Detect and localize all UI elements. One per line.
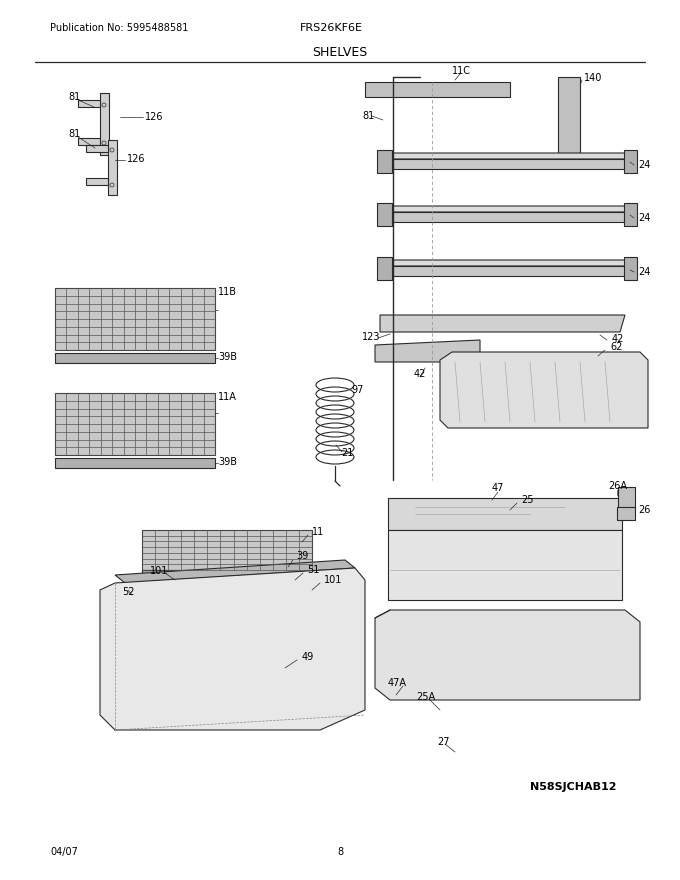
Polygon shape [377, 150, 392, 173]
Polygon shape [78, 100, 100, 107]
Text: 81: 81 [68, 129, 80, 139]
Text: 11B: 11B [218, 287, 237, 297]
Polygon shape [375, 610, 640, 700]
Text: 62: 62 [610, 342, 622, 352]
Text: 47: 47 [492, 483, 505, 493]
Polygon shape [388, 530, 622, 600]
Text: FRS26KF6E: FRS26KF6E [300, 23, 363, 33]
Polygon shape [375, 340, 480, 362]
Text: 123: 123 [362, 332, 381, 342]
Polygon shape [385, 212, 635, 222]
Text: 24: 24 [638, 160, 650, 170]
Text: 24: 24 [638, 213, 650, 223]
Polygon shape [108, 140, 117, 195]
Polygon shape [385, 206, 635, 212]
Polygon shape [385, 153, 635, 159]
Polygon shape [618, 487, 635, 508]
Polygon shape [100, 93, 109, 155]
Text: 25A: 25A [416, 692, 435, 702]
Polygon shape [55, 458, 215, 468]
Polygon shape [142, 530, 312, 570]
Text: 8: 8 [337, 847, 343, 857]
Polygon shape [365, 82, 510, 97]
Polygon shape [385, 266, 635, 276]
Polygon shape [377, 257, 392, 280]
Text: 81: 81 [362, 111, 374, 121]
Text: N58SJCHAB12: N58SJCHAB12 [530, 782, 617, 792]
Polygon shape [385, 260, 635, 266]
Text: 126: 126 [145, 112, 163, 122]
Polygon shape [385, 159, 635, 169]
Text: 26A: 26A [608, 481, 627, 491]
Text: 51: 51 [307, 565, 320, 575]
Text: 27: 27 [437, 737, 449, 747]
Text: 04/07: 04/07 [50, 847, 78, 857]
Text: 39B: 39B [218, 352, 237, 362]
Polygon shape [624, 150, 637, 173]
Text: 39: 39 [296, 551, 308, 561]
Text: 21: 21 [341, 448, 354, 458]
Polygon shape [55, 288, 215, 350]
Polygon shape [388, 498, 622, 530]
Polygon shape [440, 352, 648, 428]
Text: SHELVES: SHELVES [312, 46, 368, 58]
Text: 42: 42 [414, 369, 426, 379]
Text: 101: 101 [324, 575, 342, 585]
Polygon shape [617, 507, 635, 520]
Text: 97: 97 [351, 385, 363, 395]
Polygon shape [115, 560, 355, 583]
Polygon shape [380, 315, 625, 332]
Polygon shape [86, 145, 108, 152]
Text: 11C: 11C [452, 66, 471, 76]
Polygon shape [78, 138, 100, 145]
Text: 140: 140 [584, 73, 602, 83]
Text: 81: 81 [68, 92, 80, 102]
Text: 24: 24 [638, 267, 650, 277]
Polygon shape [100, 568, 365, 730]
Polygon shape [142, 570, 312, 578]
Text: 52: 52 [122, 587, 135, 597]
Text: 39B: 39B [218, 457, 237, 467]
Polygon shape [55, 393, 215, 455]
Text: 49: 49 [302, 652, 314, 662]
Text: Publication No: 5995488581: Publication No: 5995488581 [50, 23, 188, 33]
Text: 101: 101 [150, 566, 169, 576]
Polygon shape [86, 178, 108, 185]
Text: 126: 126 [127, 154, 146, 164]
Text: 42: 42 [612, 334, 624, 344]
Text: 47A: 47A [388, 678, 407, 688]
Text: 11: 11 [312, 527, 324, 537]
Text: 26: 26 [638, 505, 650, 515]
Polygon shape [558, 77, 580, 162]
Text: 25: 25 [521, 495, 534, 505]
Polygon shape [624, 203, 637, 226]
Text: 11A: 11A [218, 392, 237, 402]
Polygon shape [377, 203, 392, 226]
Polygon shape [624, 257, 637, 280]
Polygon shape [55, 353, 215, 363]
